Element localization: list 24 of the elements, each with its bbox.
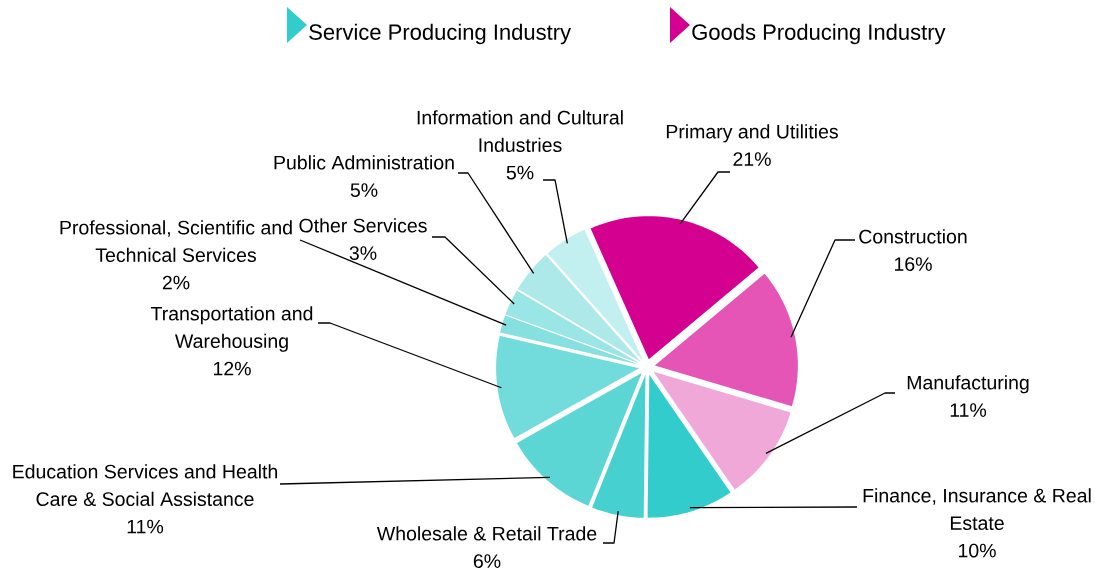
data-label: 6% — [473, 554, 501, 569]
slice-label: Wholesale & Retail Trade — [376, 526, 597, 541]
slice-label: Professional, Scientific and Technical Services — [60, 220, 292, 263]
slice-label: Construction — [859, 229, 967, 244]
slice-label: Other Services — [299, 218, 427, 233]
text: Goods Producing Industry — [692, 23, 946, 45]
text: Service Producing Industry — [309, 23, 572, 45]
data-label: 5% — [350, 183, 378, 198]
slice-label: Public Administration — [274, 155, 454, 170]
slice-label: Finance, Insurance & Real Estate — [863, 488, 1091, 531]
slice-label: Information and Cultural Industries — [417, 110, 623, 153]
data-label: 2% — [162, 275, 190, 290]
slice-label: Primary and Utilities — [666, 124, 838, 143]
data-label: 5% — [506, 165, 534, 180]
slice-label: Transportation and Warehousing — [150, 306, 313, 352]
data-label: 11% — [127, 519, 164, 534]
data-label: 12% — [213, 361, 251, 376]
data-label: 10% — [958, 543, 996, 558]
slice-label: Education Services and Health Care & Social Assistance — [13, 464, 278, 507]
data-label: 3% — [349, 246, 377, 261]
slice-label: Manufacturing — [907, 375, 1029, 394]
data-label: 21% — [733, 152, 771, 166]
data-label: 16% — [894, 257, 932, 272]
data-label: 11% — [950, 403, 987, 417]
